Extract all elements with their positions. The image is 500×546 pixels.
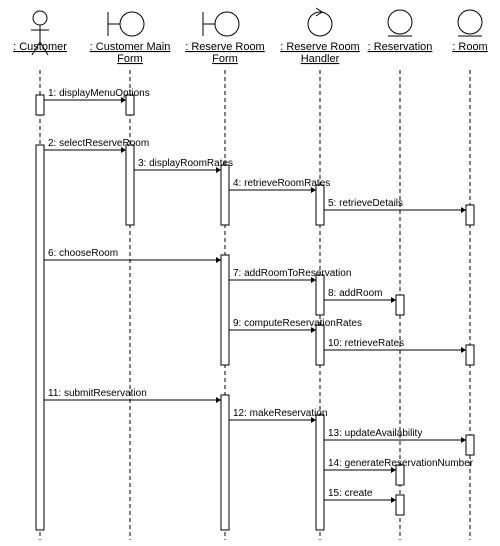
lifeline-label-customer: : Customer (13, 41, 67, 53)
activation-reserveRoomHdlr (316, 275, 324, 315)
lifeline-label-room: : Room (452, 41, 487, 53)
message-label-3: 3: displayRoomRates (138, 158, 233, 169)
lifeline-label-reserveRoomHdlr: Handler (301, 53, 340, 65)
lifeline-label-reservation: : Reservation (368, 41, 433, 53)
activation-customer (36, 145, 44, 530)
message-label-1: 1: displayMenuOptions (48, 88, 150, 99)
message-label-10: 10: retrieveRates (328, 338, 404, 349)
activation-reserveRoomHdlr (316, 325, 324, 365)
activation-reserveRoomHdlr (316, 415, 324, 530)
message-label-7: 7: addRoomToReservation (233, 268, 351, 279)
message-label-13: 13: updateAvailability (328, 428, 422, 439)
lifeline-label-customerMainForm: : Customer Main (90, 41, 171, 53)
lifeline-label-customerMainForm: Form (117, 53, 143, 65)
message-label-8: 8: addRoom (328, 288, 382, 299)
message-label-12: 12: makeReservation (233, 408, 328, 419)
message-label-9: 9: computeReservationRates (233, 318, 362, 329)
message-label-5: 5: retrieveDetails (328, 198, 403, 209)
message-label-14: 14: generateReservationNumber (328, 458, 474, 469)
activation-room (466, 435, 474, 455)
message-label-11: 11: submitReservation (48, 388, 147, 399)
activation-customerMainForm (126, 145, 134, 225)
activation-reservation (396, 295, 404, 315)
activation-reserveRoomForm (221, 395, 229, 530)
activation-room (466, 345, 474, 365)
activation-customer (36, 95, 44, 115)
message-label-2: 2: selectReserveRoom (48, 138, 149, 149)
message-label-6: 6: chooseRoom (48, 248, 118, 259)
activation-reserveRoomForm (221, 255, 229, 365)
lifeline-label-reserveRoomHdlr: : Reserve Room (280, 41, 359, 53)
activation-reservation (396, 495, 404, 515)
lifeline-label-reserveRoomForm: : Reserve Room (185, 41, 264, 53)
sequence-diagram: : Customer: Customer MainForm: Reserve R… (0, 0, 500, 546)
activation-room (466, 205, 474, 225)
message-label-15: 15: create (328, 488, 373, 499)
lifeline-label-reserveRoomForm: Form (212, 53, 238, 65)
message-label-4: 4: retrieveRoomRates (233, 178, 330, 189)
activation-reserveRoomForm (221, 165, 229, 225)
activation-reserveRoomHdlr (316, 185, 324, 225)
